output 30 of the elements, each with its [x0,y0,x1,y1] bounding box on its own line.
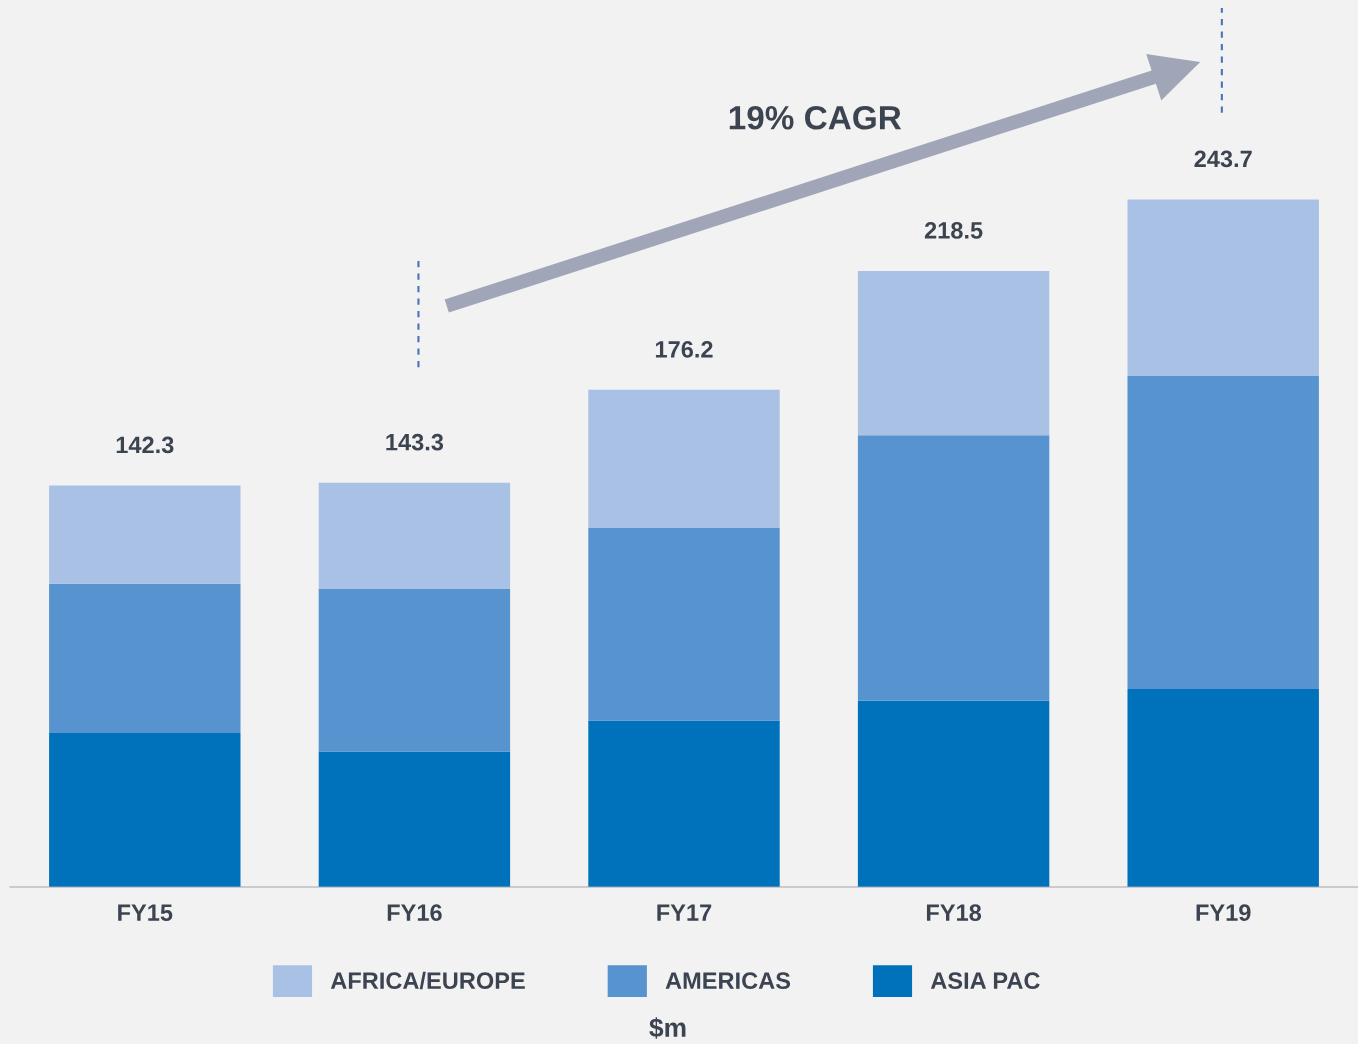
bar [318,588,511,752]
bar [857,435,1050,701]
x-tick-label: FY19 [1196,904,1251,922]
bar [857,700,1050,887]
bar [1127,688,1319,887]
bar [857,270,1050,436]
bar [318,751,511,887]
x-tick-label: FY15 [118,904,173,922]
legend-label: ASIA PAC [930,972,1040,990]
x-tick-label: FY16 [387,904,442,922]
bar [588,720,780,887]
text: 19% CAGR [729,105,902,130]
bar [1127,375,1319,689]
annotation: 176.2 [655,340,713,358]
bar [49,583,241,733]
legend-label: AMERICAS [665,972,791,990]
x-axis-title: $m [649,1017,686,1039]
bar [49,732,241,887]
annotation: 143.3 [386,433,444,451]
bar [318,482,511,589]
bar [49,485,241,584]
annotation: 218.5 [924,222,983,239]
annotation: 142.3 [116,436,174,454]
bar [588,527,780,721]
bar [1127,199,1319,376]
x-tick-label: FY17 [657,904,712,921]
x-tick-label: FY18 [926,904,982,922]
annotation: 243.7 [1194,150,1252,168]
bar [588,389,780,528]
legend-label: AFRICA/EUROPE [330,971,525,990]
